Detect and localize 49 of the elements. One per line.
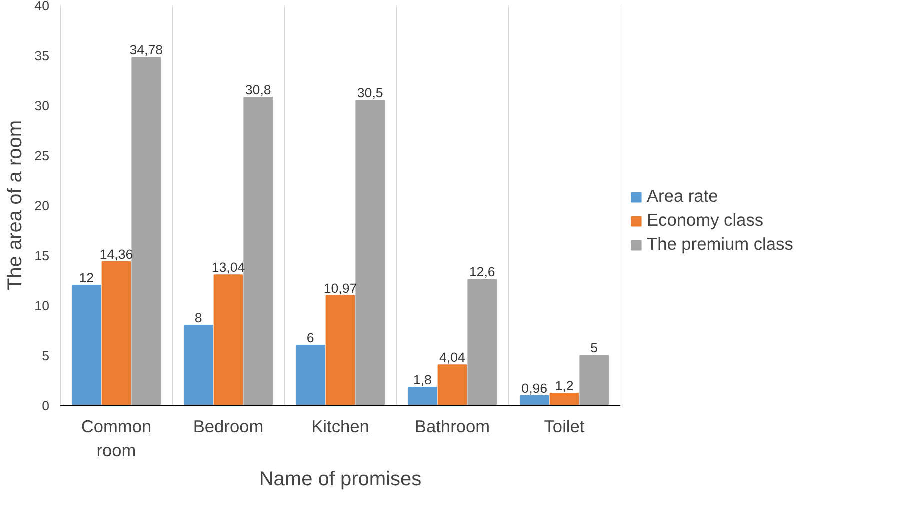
y-tick-label: 5 [42, 348, 50, 364]
bar [326, 295, 356, 406]
bar [296, 345, 326, 406]
y-tick-label: 35 [34, 48, 50, 64]
x-axis-title: Name of promises [259, 468, 422, 490]
y-tick-label: 10 [34, 298, 50, 314]
y-tick-label: 30 [34, 98, 50, 114]
data-label: 1,2 [555, 378, 574, 394]
x-tick-label: Common room [81, 416, 152, 460]
data-label: 10,97 [324, 280, 358, 296]
y-tick-label: 15 [34, 248, 50, 264]
legend-label: Area rate [647, 186, 718, 207]
y-tick-label: 40 [34, 0, 50, 14]
x-tick-label: Kitchen [312, 416, 370, 436]
data-label: 30,5 [357, 86, 384, 100]
y-axis-title: The area of a room [4, 120, 27, 291]
bar [132, 57, 162, 406]
y-tick-label: 25 [34, 148, 50, 164]
x-tick-label: Toilet [544, 416, 585, 436]
data-label: 0,96 [522, 380, 548, 396]
x-tick-label: Bedroom [193, 416, 264, 436]
bar [438, 364, 468, 406]
bar [72, 285, 102, 406]
data-label: 34,78 [130, 42, 164, 58]
data-label: 5 [590, 340, 598, 356]
data-label: 14,36 [100, 246, 134, 262]
legend-label: Economy class [647, 210, 764, 231]
bar [356, 100, 386, 406]
bar [214, 274, 244, 406]
data-label: 12 [79, 270, 94, 286]
data-label: 8 [194, 310, 202, 326]
bar [184, 325, 214, 406]
y-tick-label: 20 [34, 198, 50, 214]
data-label: 4,04 [440, 350, 466, 366]
data-label: 12,6 [469, 264, 496, 280]
data-label: 30,8 [245, 82, 272, 98]
bar [468, 279, 498, 406]
x-tick-label: Bathroom [414, 416, 490, 436]
bar [520, 395, 550, 406]
data-label: 1,8 [413, 372, 432, 388]
legend-label: The premium class [647, 234, 794, 255]
data-label: 13,04 [212, 260, 246, 276]
bar [102, 261, 132, 406]
y-tick-label: 0 [42, 398, 50, 414]
bar [244, 97, 274, 406]
data-label: 6 [306, 330, 314, 346]
bar [550, 393, 580, 406]
bar [408, 387, 438, 406]
bar [580, 355, 610, 406]
